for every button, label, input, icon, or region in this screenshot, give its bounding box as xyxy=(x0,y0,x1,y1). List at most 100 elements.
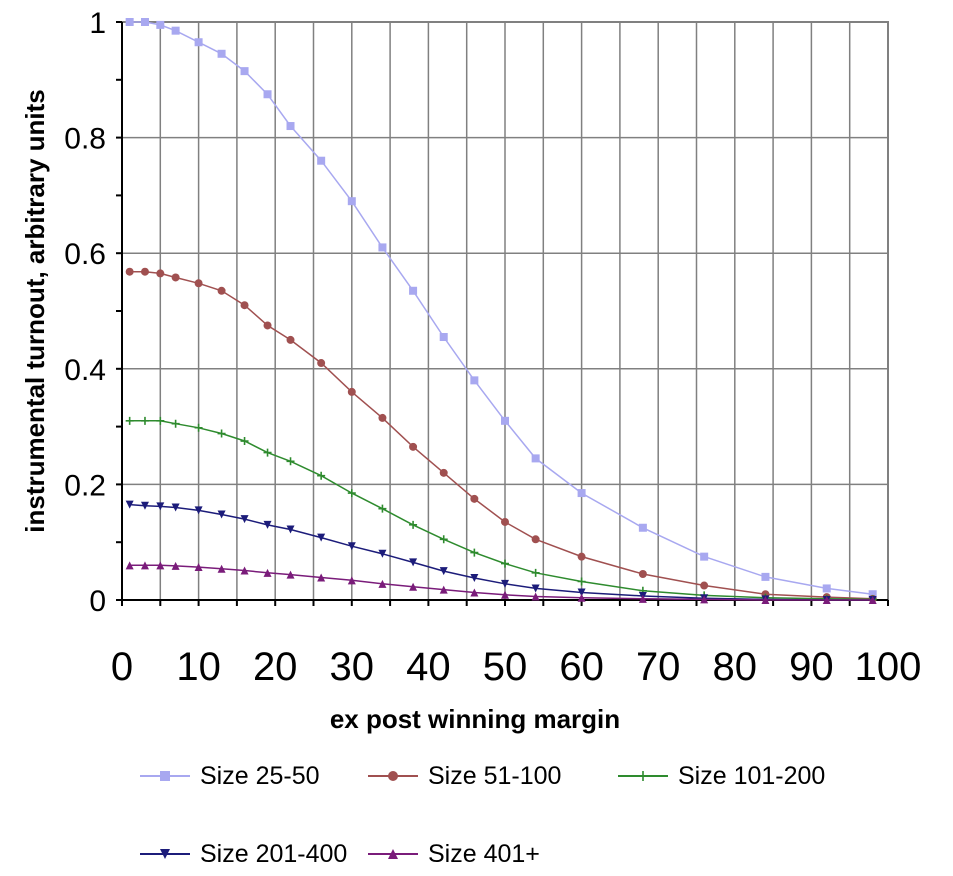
data-point xyxy=(263,520,272,529)
data-point xyxy=(439,333,448,342)
x-tick-label: 60 xyxy=(559,645,604,689)
y-tick-label: 0.6 xyxy=(64,238,106,271)
data-point xyxy=(868,596,877,604)
axes xyxy=(116,21,889,606)
x-tick-label: 70 xyxy=(636,645,681,689)
data-point xyxy=(217,286,226,295)
data-point xyxy=(822,584,831,593)
data-point xyxy=(263,568,272,577)
data-point xyxy=(470,494,479,503)
data-point xyxy=(577,552,586,561)
series-line xyxy=(129,420,873,601)
data-point xyxy=(156,416,165,425)
data-point xyxy=(378,413,387,422)
data-point xyxy=(125,18,134,26)
data-point xyxy=(868,590,877,599)
data-point xyxy=(240,301,249,310)
series-group xyxy=(125,18,877,604)
data-point xyxy=(125,500,134,509)
data-point xyxy=(156,561,165,570)
data-point xyxy=(577,588,586,597)
data-point xyxy=(531,535,540,544)
data-point xyxy=(286,122,295,131)
data-point xyxy=(531,568,540,577)
data-point xyxy=(156,20,165,29)
legend-label: Size 51-100 xyxy=(428,762,561,790)
data-point xyxy=(409,442,418,451)
legend-label: Size 25-50 xyxy=(200,762,320,790)
data-point xyxy=(700,552,709,561)
data-point xyxy=(470,548,479,557)
data-point xyxy=(439,567,448,576)
x-tick-label: 10 xyxy=(176,645,221,689)
data-point xyxy=(140,18,149,26)
data-point xyxy=(531,584,540,593)
legend-marker xyxy=(388,849,398,859)
data-point xyxy=(125,561,134,570)
data-point xyxy=(378,549,387,558)
data-point xyxy=(263,90,272,99)
data-point xyxy=(439,585,448,594)
data-point xyxy=(347,576,356,585)
legend-label: Size 101-200 xyxy=(678,762,825,790)
data-point xyxy=(761,572,770,581)
data-point xyxy=(140,416,149,425)
data-point xyxy=(409,520,418,529)
series-3 xyxy=(125,416,877,604)
data-point xyxy=(501,579,509,588)
data-point xyxy=(409,558,418,567)
data-point xyxy=(501,517,509,526)
data-point xyxy=(531,454,540,463)
x-tick-label: 80 xyxy=(713,645,758,689)
x-tick-label: 30 xyxy=(330,645,375,689)
x-tick-label: 0 xyxy=(111,645,133,689)
data-point xyxy=(439,535,448,544)
data-point xyxy=(470,574,479,583)
data-point xyxy=(317,573,326,582)
data-point xyxy=(317,359,326,368)
data-point xyxy=(140,561,149,570)
data-point xyxy=(171,503,180,512)
series-line xyxy=(129,270,873,600)
data-point xyxy=(125,416,134,425)
legend-label: Size 201-400 xyxy=(200,840,347,868)
data-point xyxy=(263,448,272,457)
data-point xyxy=(531,592,540,601)
x-axis-title: ex post winning margin xyxy=(330,704,620,734)
data-point xyxy=(347,542,356,551)
data-point xyxy=(822,596,831,604)
data-point xyxy=(470,376,479,385)
data-point xyxy=(317,533,326,542)
data-point xyxy=(638,594,647,603)
data-point xyxy=(240,566,249,575)
data-point xyxy=(409,286,418,295)
data-point xyxy=(439,468,448,477)
data-point xyxy=(240,437,249,446)
data-point xyxy=(286,457,295,466)
data-point xyxy=(240,67,249,76)
data-point xyxy=(156,502,165,511)
data-point xyxy=(286,525,295,534)
data-point xyxy=(125,267,134,276)
data-point xyxy=(638,523,647,532)
data-point xyxy=(317,156,326,165)
data-point xyxy=(171,419,180,428)
data-point xyxy=(347,197,356,206)
data-point xyxy=(577,593,586,602)
series-line xyxy=(129,21,873,595)
data-point xyxy=(217,429,226,438)
legend-item: Size 25-50 xyxy=(140,762,320,790)
data-point xyxy=(194,423,203,432)
data-point xyxy=(317,471,326,480)
legend-marker xyxy=(160,849,170,859)
data-point xyxy=(263,321,272,330)
data-point xyxy=(761,596,770,604)
data-point xyxy=(286,335,295,344)
legend: Size 25-50 Size 51-100 Size 101-200 Size 20… xyxy=(140,762,825,868)
data-point xyxy=(700,595,709,604)
legend-marker xyxy=(388,771,398,781)
legend-item: Size 401+ xyxy=(368,840,540,868)
data-point xyxy=(577,577,586,586)
legend-marker xyxy=(638,771,648,781)
